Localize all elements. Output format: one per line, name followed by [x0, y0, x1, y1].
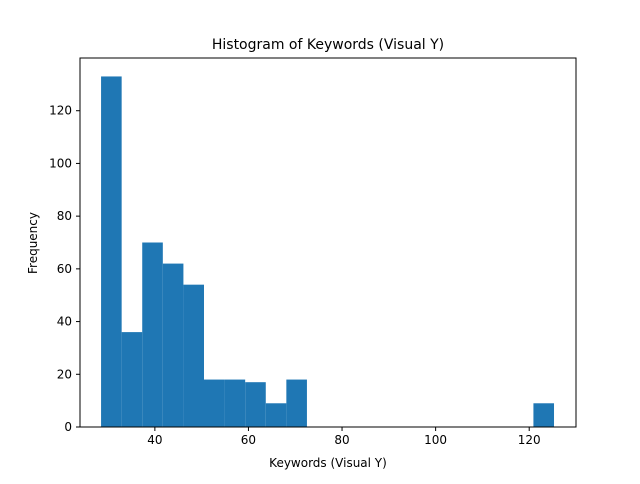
histogram-bar	[224, 379, 246, 427]
histogram-bar	[183, 284, 204, 427]
histogram-bar	[533, 403, 555, 427]
y-axis-label: Frequency	[26, 212, 40, 274]
y-tick-label: 20	[57, 367, 72, 381]
y-tick-label: 80	[57, 209, 72, 223]
histogram-bar	[142, 242, 163, 427]
x-tick-label: 60	[241, 433, 256, 447]
histogram-bar	[162, 263, 184, 427]
chart-title: Histogram of Keywords (Visual Y)	[212, 37, 444, 53]
y-tick-label: 100	[49, 156, 72, 170]
histogram-bar	[265, 403, 287, 427]
histogram-bar	[245, 382, 266, 427]
y-tick-label: 60	[57, 262, 72, 276]
histogram-bar	[101, 76, 122, 427]
y-axis-ticks: 0 20 40 60 80 100 120	[49, 104, 80, 434]
x-tick-label: 100	[424, 433, 447, 447]
y-tick-label: 120	[49, 104, 72, 118]
bars-group	[101, 76, 555, 427]
histogram-bar	[286, 379, 307, 427]
histogram-bar	[121, 332, 143, 427]
x-axis-label: Keywords (Visual Y)	[269, 456, 387, 470]
x-tick-label: 120	[518, 433, 541, 447]
plot-frame	[79, 57, 577, 428]
histogram-bar	[204, 379, 225, 427]
x-tick-label: 40	[147, 433, 162, 447]
x-axis-ticks: 40 60 80 100 120	[147, 427, 541, 447]
x-tick-label: 80	[334, 433, 349, 447]
y-tick-label: 40	[57, 315, 72, 329]
y-tick-label: 0	[64, 420, 72, 434]
